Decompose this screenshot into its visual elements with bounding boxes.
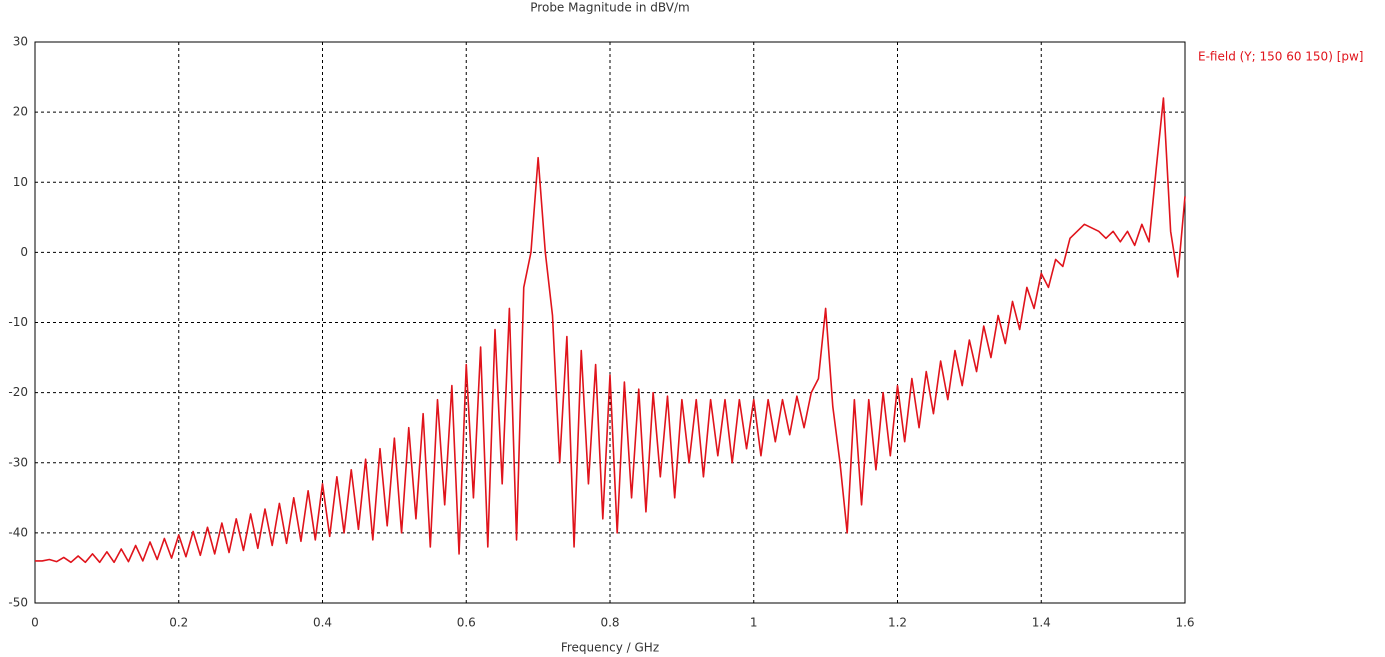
y-tick-label: 0: [20, 245, 28, 259]
y-tick-label: 30: [13, 35, 28, 49]
x-tick-label: 1.4: [1032, 616, 1051, 630]
y-tick-label: -40: [8, 525, 28, 539]
y-tick-label: 20: [13, 105, 28, 119]
x-axis-label: Frequency / GHz: [561, 641, 659, 655]
y-tick-label: -10: [8, 315, 28, 329]
data-line: [35, 97, 1186, 564]
x-tick-label: 0.2: [169, 616, 188, 630]
y-tick-label: -50: [8, 596, 28, 610]
x-tick-label: 0.4: [313, 616, 332, 630]
x-tick-label: 0.6: [457, 616, 476, 630]
x-tick-label: 1.6: [1175, 616, 1194, 630]
x-tick-label: 1: [750, 616, 758, 630]
plot-frame: [34, 41, 1186, 604]
y-tick-label: -30: [8, 455, 28, 469]
x-tick-label: 0: [31, 616, 39, 630]
chart-title: Probe Magnitude in dBV/m: [530, 1, 689, 15]
y-tick-label: -20: [8, 385, 28, 399]
legend-label: E-field (Y; 150 60 150) [pw]: [1198, 50, 1364, 64]
x-tick-label: 0.8: [600, 616, 619, 630]
y-tick-label: 10: [13, 175, 28, 189]
x-tick-label: 1.2: [888, 616, 907, 630]
